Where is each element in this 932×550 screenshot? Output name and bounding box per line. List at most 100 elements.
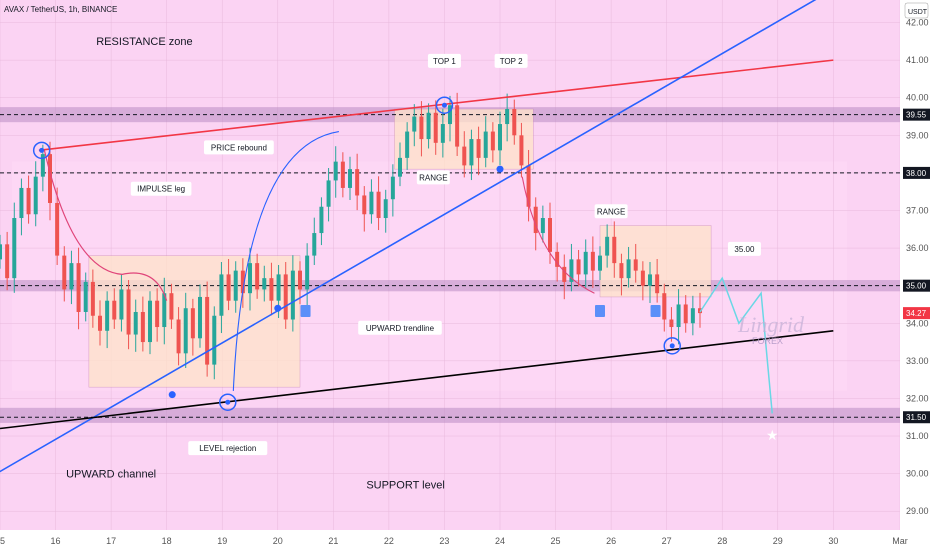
candle-body <box>190 308 195 339</box>
annotation-label: TOP 2 <box>500 57 523 66</box>
candle-body <box>198 296 202 339</box>
time-tick: 18 <box>162 536 172 546</box>
candle-body <box>633 259 638 271</box>
price-tick: 40.00 <box>906 93 929 103</box>
annotation-label: UPWARD trendline <box>366 324 435 333</box>
candle-body <box>440 124 445 143</box>
candle-body <box>283 274 288 320</box>
upward-trendline <box>0 0 817 473</box>
candle-body <box>155 300 160 328</box>
time-axis-bg <box>0 530 932 550</box>
price-tick: 36.00 <box>906 243 929 253</box>
candle-body <box>362 195 367 215</box>
candle-body <box>233 270 238 301</box>
impulse-arrow <box>43 150 168 301</box>
candle-body <box>512 109 517 136</box>
candle-body <box>605 236 610 256</box>
time-tick: 25 <box>551 536 561 546</box>
annotation-label: TOP 1 <box>433 57 456 66</box>
annotation-label: SUPPORT level <box>366 480 444 492</box>
price-tick: 37.00 <box>906 205 929 215</box>
candle-body <box>498 124 502 151</box>
candle-body <box>340 161 345 188</box>
price-tick: 31.00 <box>906 431 929 441</box>
candle-body <box>290 270 295 320</box>
candle-body <box>5 244 10 279</box>
candle-body <box>626 259 631 279</box>
candle-body <box>562 266 567 282</box>
pivot-circle <box>435 96 454 114</box>
candle-body <box>262 278 267 290</box>
price-tick: 34.00 <box>906 318 929 328</box>
annotation-box <box>727 241 761 256</box>
star-icon: ★ <box>766 427 779 443</box>
candle-body <box>419 116 424 140</box>
candle-body <box>683 304 688 324</box>
zone-support <box>0 407 900 423</box>
candle-body <box>555 251 560 267</box>
price-tick: 30.00 <box>906 469 929 479</box>
candle-body <box>90 281 95 316</box>
time-axis: 15 16 17 18 19 20 21 22 23 24 25 26 27 28 29 30 Mar <box>0 530 932 550</box>
candle-body <box>390 176 395 200</box>
candle-body <box>305 255 310 290</box>
candle-body <box>55 202 60 256</box>
price-badge-label: 31.50 <box>906 413 927 422</box>
annotation-box <box>427 53 461 68</box>
candle-body <box>98 315 102 331</box>
candle-body <box>505 109 510 125</box>
price-tick: 41.00 <box>906 55 929 65</box>
time-tick: 22 <box>384 536 394 546</box>
time-tick: 21 <box>328 536 338 546</box>
annotations: RESISTANCE zone TOP 1 TOP 2 PRICE rebound IM… <box>66 36 761 492</box>
candle-body <box>269 278 274 301</box>
watermark-main: Lingrid <box>737 312 805 337</box>
price-axis: 29.00 30.00 31.00 32.00 33.00 34.00 35.00 36.00… <box>900 0 932 550</box>
candle-body <box>176 319 181 354</box>
annotation-box <box>130 181 192 196</box>
price-badge <box>903 279 930 292</box>
candle-body <box>126 289 131 335</box>
candle-body <box>548 218 552 252</box>
candle-body <box>226 274 231 301</box>
time-tick: 29 <box>773 536 783 546</box>
candle-body <box>326 180 331 207</box>
candle-body <box>690 308 695 324</box>
price-badge-label: 39.55 <box>906 111 927 120</box>
price-badge <box>903 307 930 320</box>
time-tick: 19 <box>217 536 227 546</box>
candle-body <box>576 259 581 275</box>
candle-body <box>590 251 595 271</box>
price-tick: 42.00 <box>906 18 929 28</box>
candle-body <box>219 274 224 316</box>
candle-body <box>12 218 17 279</box>
candle-body <box>140 311 145 343</box>
candle-body <box>369 191 374 215</box>
time-tick: 28 <box>717 536 727 546</box>
candle-body <box>569 259 574 282</box>
pivot-dot <box>441 102 447 108</box>
price-badge <box>903 166 930 179</box>
annotation-box <box>358 320 442 335</box>
candle-body <box>133 311 138 335</box>
annotation-box <box>416 170 450 185</box>
price-tick: 39.00 <box>906 130 929 140</box>
candle-body <box>526 165 531 207</box>
candle-body <box>598 255 602 271</box>
candle-body <box>119 289 124 320</box>
candle-body <box>183 308 188 354</box>
up-marker <box>650 304 661 317</box>
candle-body <box>426 112 431 140</box>
candle-body <box>312 233 317 256</box>
annotation-label: LEVEL rejection <box>199 444 256 453</box>
candle-body <box>462 146 467 166</box>
candle-body <box>519 135 524 166</box>
annotation-box <box>203 140 274 155</box>
annotation-label: RESISTANCE zone <box>96 36 192 48</box>
candle-body <box>655 274 660 294</box>
candle-body <box>612 236 617 264</box>
candle-body <box>669 319 674 328</box>
candle-body <box>376 191 381 219</box>
